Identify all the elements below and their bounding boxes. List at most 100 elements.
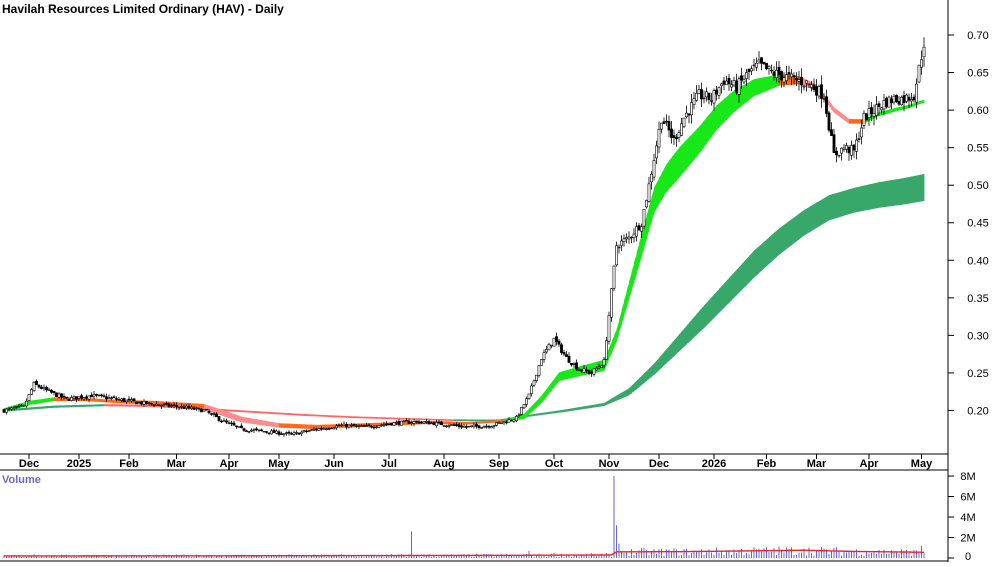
ema-short-segment (669, 157, 672, 189)
ema-short-segment (651, 187, 655, 222)
time-axis: Dec 2025 Feb Mar Apr May Jun Jul Aug Sep Oct Nov Dec… (19, 454, 933, 470)
candle (232, 420, 236, 426)
candle-body (805, 80, 808, 84)
candle-body (755, 62, 758, 68)
ema-long-segment (124, 404, 127, 407)
candle-body (882, 100, 886, 110)
candle-body (12, 407, 16, 410)
ema-short-segment (616, 319, 620, 342)
candle-body (252, 429, 256, 431)
ema-long-segment (371, 416, 375, 419)
ema-long-segment (749, 253, 752, 283)
candle (835, 147, 838, 163)
candle (215, 412, 218, 418)
ema-long-segment (474, 419, 477, 421)
candle (130, 397, 133, 403)
candle-body (40, 386, 43, 389)
candle-body (107, 397, 111, 399)
price-tick-label: 0.20 (967, 405, 988, 417)
candle-body (170, 405, 173, 407)
candle-body (557, 340, 561, 345)
candle-body (290, 433, 293, 435)
candle-body (735, 80, 738, 93)
ema-short-segment (751, 79, 755, 98)
ema-long-segment (254, 411, 257, 414)
ema-short-segment (99, 398, 102, 403)
candle-body (320, 428, 323, 430)
ema-long-segment (614, 395, 617, 402)
candle (595, 365, 598, 371)
ema-short-segment (709, 111, 712, 141)
ema-long-segment (919, 174, 922, 202)
candle-body (450, 424, 453, 426)
ema-long-segment (119, 404, 122, 407)
ema-long-segment (329, 415, 332, 418)
candle-body (862, 112, 866, 126)
candle-body (445, 425, 448, 427)
ema-long-segment (111, 404, 115, 407)
candle-body (195, 407, 198, 409)
ema-short-segment (544, 388, 547, 400)
candle-body (645, 200, 648, 208)
candle-body (110, 397, 113, 399)
ema-short-segment (529, 406, 532, 415)
ema-long-segment (634, 380, 637, 392)
ema-long-segment (681, 328, 685, 349)
ema-short-segment (51, 397, 55, 402)
candle-body (495, 422, 498, 426)
candle (25, 398, 28, 408)
ema-long-segment (834, 192, 837, 219)
ema-long-segment (451, 419, 455, 422)
ema-long-segment (631, 383, 635, 394)
candle-body (7, 408, 11, 410)
candle-body (112, 396, 116, 399)
candle (167, 402, 171, 408)
ema-short-segment (94, 398, 97, 402)
candle-body (595, 367, 598, 371)
ema-long-segment (914, 175, 917, 203)
candle (70, 395, 73, 402)
ema-long-segment (819, 199, 822, 227)
candle (792, 72, 796, 85)
ema-short-segment (769, 75, 772, 90)
candle (317, 428, 321, 431)
ema-long-segment (629, 385, 632, 396)
candle-body (745, 72, 748, 79)
candle (612, 265, 616, 292)
ema-short-segment (541, 392, 545, 403)
candle-body (787, 72, 791, 75)
ema-short-segment (276, 422, 280, 428)
candle-body (847, 147, 851, 154)
ema-short-segment (764, 76, 767, 92)
time-tick-label: Feb (757, 458, 777, 470)
candle (530, 383, 533, 397)
candle-body (802, 85, 806, 88)
candle-body (545, 349, 548, 353)
candle (615, 241, 618, 267)
candle-body (860, 127, 863, 138)
candle-body (17, 405, 21, 408)
candle (170, 403, 173, 408)
ema-short-segment (564, 370, 567, 380)
candle-body (830, 129, 833, 136)
ema-long-segment (851, 187, 855, 214)
candle-body (785, 74, 788, 81)
ema-long-segment (869, 183, 872, 210)
candle-body (770, 69, 773, 72)
ema-short-segment (851, 119, 855, 124)
candle-body (167, 403, 171, 407)
candle-body (900, 97, 903, 106)
candle-body (915, 83, 918, 103)
candle-body (10, 407, 13, 410)
candle (260, 428, 263, 432)
ema-short-segment (476, 421, 480, 424)
candle-body (37, 384, 41, 388)
ema-long-segment (54, 405, 57, 408)
candle-body (377, 425, 381, 428)
candle (660, 122, 663, 134)
time-tick-label: Mar (807, 458, 827, 470)
candle-body (612, 265, 616, 289)
ema-long-segment (436, 418, 440, 421)
ema-short-segment (624, 291, 627, 316)
volume-tick-label: 2M (960, 533, 975, 545)
